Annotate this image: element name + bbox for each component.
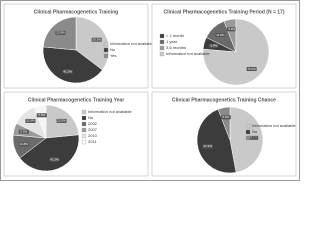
value-label-box xyxy=(91,37,102,42)
legend-swatch xyxy=(103,41,109,47)
legend-swatch xyxy=(81,109,87,115)
legend-swatch xyxy=(103,53,109,59)
value-label: 47.1% xyxy=(204,144,213,148)
pie-slice xyxy=(33,104,47,139)
value-label-box xyxy=(62,69,73,74)
legend-swatch xyxy=(159,45,165,51)
legend-label: Information not available xyxy=(110,41,154,46)
legend-swatch xyxy=(159,39,165,45)
value-label: 41.2% xyxy=(63,69,72,73)
value-label-box xyxy=(215,32,226,37)
legend-swatch xyxy=(245,129,251,135)
value-label: 5.9% xyxy=(38,113,45,117)
legend-swatch xyxy=(159,33,165,39)
value-label-box xyxy=(55,30,66,35)
legend-label: Information not available xyxy=(88,109,132,114)
value-label: 47.1% xyxy=(249,136,258,140)
chart-title: Clinical Pharmacogenetics Training xyxy=(34,9,118,15)
figure: Clinical Pharmacogenetics Training 35.3% 4… xyxy=(0,0,300,181)
legend-label: Information not available xyxy=(166,51,210,56)
legend-label: 2010 xyxy=(88,133,98,138)
legend-label: 2002 xyxy=(88,121,98,126)
value-label-box xyxy=(246,67,257,72)
value-label: 11.8% xyxy=(216,33,225,37)
pie-slice xyxy=(19,134,80,172)
value-label-box xyxy=(18,142,29,147)
legend-label: 3-6 months xyxy=(166,45,186,50)
value-label-box xyxy=(49,157,60,162)
legend-swatch xyxy=(81,139,87,145)
value-label: 11.8% xyxy=(26,119,35,123)
value-label: 35.3% xyxy=(92,38,101,42)
legend-label: 2007 xyxy=(88,127,98,132)
value-label-box xyxy=(220,115,231,120)
value-label: 76.5% xyxy=(247,67,256,71)
legend-label: < 1 month xyxy=(166,33,184,38)
value-label-box xyxy=(18,129,29,134)
legend-label: No xyxy=(110,47,116,52)
value-label: 5.9% xyxy=(20,130,27,134)
legend-swatch xyxy=(103,47,109,53)
legend-label: 1 year xyxy=(166,39,178,44)
value-label-box xyxy=(36,113,47,118)
pie-slice xyxy=(217,106,231,141)
value-label-box xyxy=(226,27,237,32)
legend-swatch xyxy=(81,115,87,121)
pie-slice xyxy=(42,46,103,84)
value-label: 5.9% xyxy=(228,27,235,31)
pie-slice xyxy=(196,108,237,174)
value-label: 5.9% xyxy=(210,44,217,48)
value-label: 23.5% xyxy=(56,31,65,35)
value-label-box xyxy=(25,118,36,123)
value-label-box xyxy=(202,144,213,149)
value-label-box xyxy=(248,135,259,140)
chart-title: Clinical Pharmacogenetics Training Year xyxy=(28,97,124,103)
legend-swatch xyxy=(81,127,87,133)
chart-title: Clinical Pharmacogenetics Training Chanc… xyxy=(172,97,276,103)
chart-title: Clinical Pharmacogenetics Training Perio… xyxy=(163,9,284,15)
value-label: 11.8% xyxy=(20,142,29,146)
legend-label: Yes xyxy=(110,53,117,58)
legend-swatch xyxy=(245,135,251,141)
pie-slice xyxy=(75,16,110,71)
legend-label: 2011 xyxy=(88,139,97,144)
value-label-box xyxy=(208,43,219,48)
legend-swatch xyxy=(159,51,165,57)
legend-label: No xyxy=(252,129,258,134)
value-label: 23.5% xyxy=(57,119,66,123)
legend-label: Information not available xyxy=(252,123,296,128)
value-label-box xyxy=(56,118,67,123)
legend-label: No xyxy=(88,115,94,120)
value-label: 5.9% xyxy=(222,115,229,119)
legend-swatch xyxy=(245,123,251,129)
legend-label: Yes xyxy=(252,135,259,140)
legend-swatch xyxy=(81,121,87,127)
legend-swatch xyxy=(81,133,87,139)
value-label: 41.2% xyxy=(50,157,59,161)
